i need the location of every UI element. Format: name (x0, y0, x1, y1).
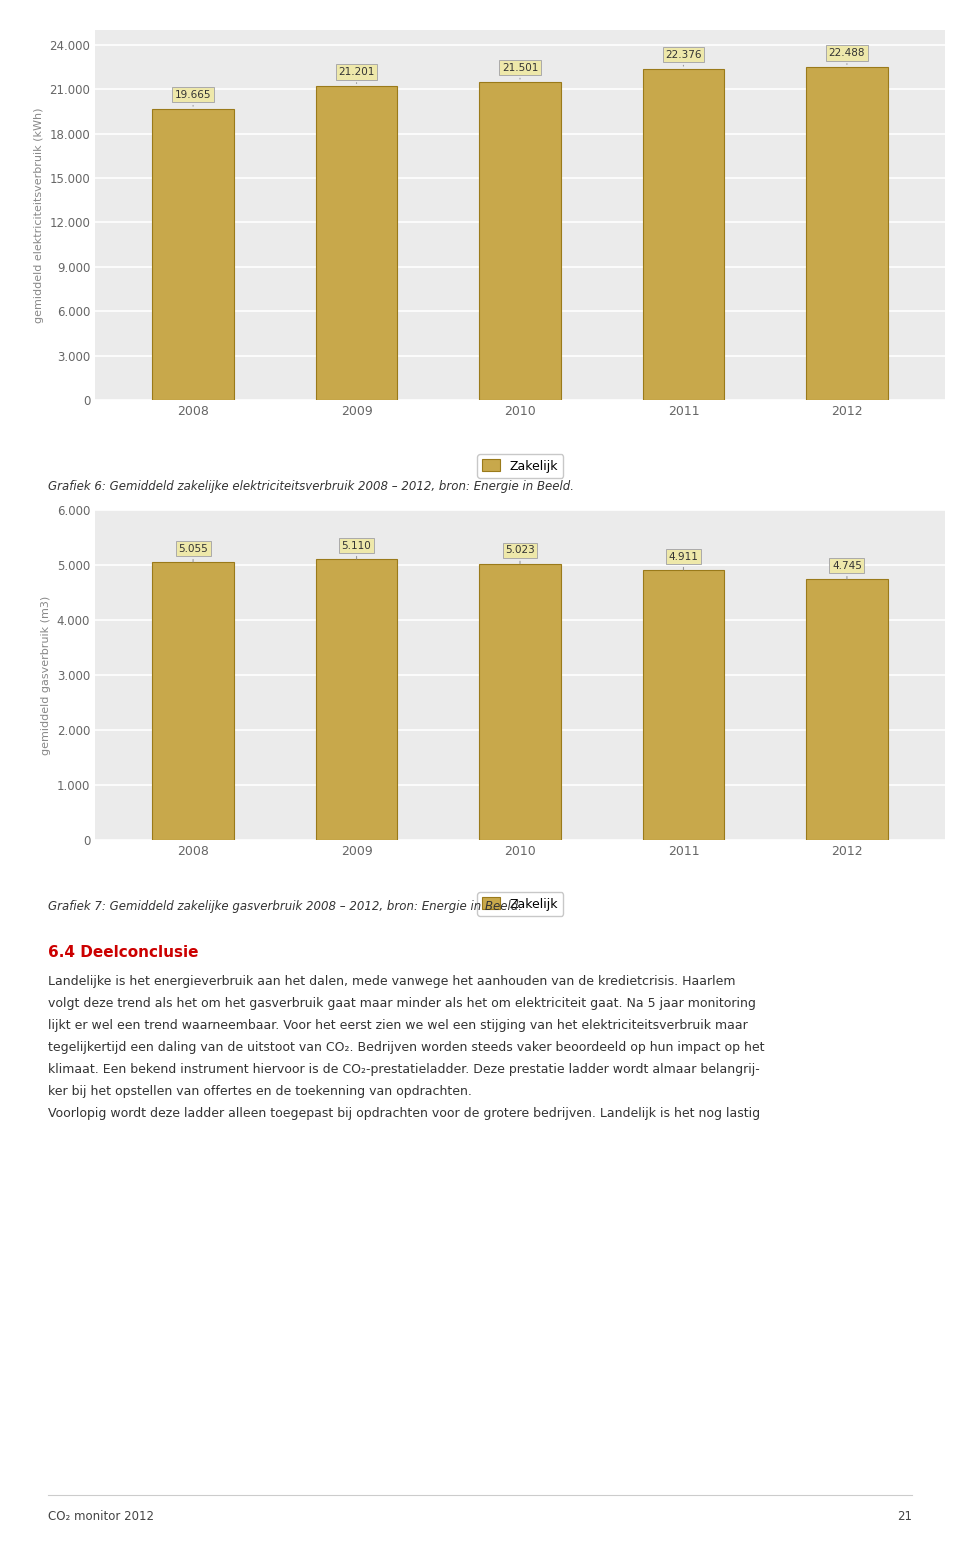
Text: Grafiek 6: Gemiddeld zakelijke elektriciteitsverbruik 2008 – 2012, bron: Energie: Grafiek 6: Gemiddeld zakelijke elektrici… (48, 480, 574, 493)
Text: Landelijke is het energieverbruik aan het dalen, mede vanwege het aanhouden van : Landelijke is het energieverbruik aan he… (48, 975, 735, 987)
Text: 21: 21 (897, 1509, 912, 1523)
Text: 22.376: 22.376 (665, 49, 702, 66)
Text: tegelijkertijd een daling van de uitstoot van CO₂. Bedrijven worden steeds vaker: tegelijkertijd een daling van de uitstoo… (48, 1041, 764, 1054)
Bar (479, 564, 561, 840)
Text: 6.4 Deelconclusie: 6.4 Deelconclusie (48, 946, 199, 959)
Bar (316, 559, 397, 840)
Text: volgt deze trend als het om het gasverbruik gaat maar minder als het om elektric: volgt deze trend als het om het gasverbr… (48, 997, 756, 1010)
Text: 22.488: 22.488 (828, 48, 865, 65)
Text: 5.055: 5.055 (179, 544, 208, 562)
Bar (642, 570, 725, 840)
Legend: Zakelijk: Zakelijk (477, 893, 563, 916)
Legend: Zakelijk: Zakelijk (477, 454, 563, 477)
Text: 19.665: 19.665 (175, 90, 211, 107)
Text: ker bij het opstellen van offertes en de toekenning van opdrachten.: ker bij het opstellen van offertes en de… (48, 1085, 472, 1098)
Bar (479, 82, 561, 400)
Text: 4.745: 4.745 (832, 561, 862, 579)
Text: 4.911: 4.911 (668, 552, 698, 570)
Bar (153, 110, 234, 400)
Text: 21.201: 21.201 (338, 66, 374, 83)
Y-axis label: gemiddeld gasverbruik (m3): gemiddeld gasverbruik (m3) (41, 595, 51, 754)
Bar (806, 579, 888, 840)
Bar (806, 66, 888, 400)
Bar (642, 70, 725, 400)
Text: klimaat. Een bekend instrument hiervoor is de CO₂-prestatieladder. Deze prestati: klimaat. Een bekend instrument hiervoor … (48, 1063, 759, 1075)
Text: Grafiek 7: Gemiddeld zakelijke gasverbruik 2008 – 2012, bron: Energie in Beeld.: Grafiek 7: Gemiddeld zakelijke gasverbru… (48, 901, 522, 913)
Text: Voorlopig wordt deze ladder alleen toegepast bij opdrachten voor de grotere bedr: Voorlopig wordt deze ladder alleen toege… (48, 1108, 760, 1120)
Bar (316, 87, 397, 400)
Text: 5.023: 5.023 (505, 545, 535, 564)
Text: 5.110: 5.110 (342, 541, 372, 559)
Text: CO₂ monitor 2012: CO₂ monitor 2012 (48, 1509, 154, 1523)
Text: 21.501: 21.501 (502, 62, 539, 79)
Bar (153, 562, 234, 840)
Y-axis label: gemiddeld elektriciteitsverbruik (kWh): gemiddeld elektriciteitsverbruik (kWh) (34, 107, 44, 323)
Text: lijkt er wel een trend waarneembaar. Voor het eerst zien we wel een stijging van: lijkt er wel een trend waarneembaar. Voo… (48, 1020, 748, 1032)
